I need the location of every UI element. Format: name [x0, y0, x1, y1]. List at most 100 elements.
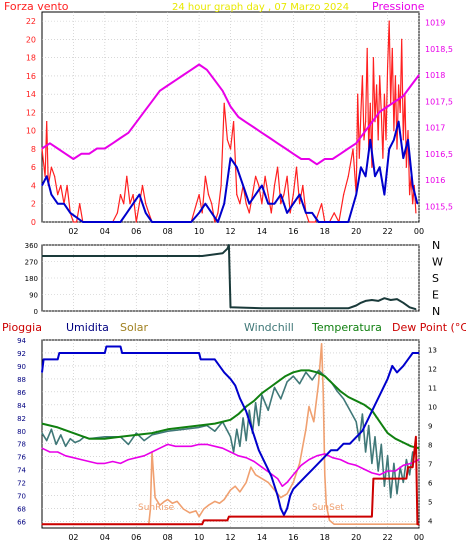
wind_gust-point: [379, 75, 381, 77]
dewpoint-point: [119, 462, 122, 464]
solar-point: [234, 485, 236, 487]
dewpoint-point: [135, 457, 137, 459]
wind_gust-point: [255, 175, 257, 177]
temperature-point: [57, 426, 59, 428]
dewpoint-point: [214, 445, 216, 447]
wind_avg-point: [402, 157, 404, 159]
solar-point: [171, 502, 173, 504]
humidity-point: [412, 352, 414, 354]
humidity-point: [387, 378, 389, 380]
windchill-point: [242, 417, 244, 419]
wind_gust-point: [289, 212, 291, 214]
wind_gust-point: [46, 121, 48, 123]
temperature-point: [284, 375, 287, 377]
pressure-point: [394, 100, 396, 102]
wind_gust-point: [54, 175, 56, 177]
solar-point: [223, 498, 225, 501]
humidity-point: [119, 345, 122, 348]
wind_gust-point: [398, 84, 400, 86]
pressure-point: [214, 79, 216, 81]
sunrise-label: SunRise: [138, 503, 175, 513]
temperature-point: [72, 432, 74, 434]
wind_avg-point: [311, 212, 313, 214]
windchill-point: [336, 390, 338, 392]
wind_gust-point: [214, 221, 216, 223]
wind_gust-point: [292, 194, 294, 196]
rain-point: [407, 466, 409, 468]
wind_gust-point: [299, 203, 301, 205]
x-tick-label: 00: [414, 533, 424, 542]
humidity-y-tick: 74: [17, 467, 26, 475]
wind_gust-point: [236, 194, 238, 196]
pressure-y-tick: 1015,5: [425, 202, 453, 211]
temperature-y-tick: 9: [428, 422, 432, 430]
humidity-point: [72, 352, 74, 354]
humidity-point: [270, 475, 272, 477]
temperature-point: [379, 421, 381, 423]
wind-y-tick: 6: [31, 163, 36, 172]
rain-point: [228, 516, 230, 518]
rain-path: [42, 435, 419, 526]
direction-series: [41, 244, 417, 311]
solar-point: [261, 478, 263, 480]
wind_dir-point: [308, 307, 310, 309]
pressure-point: [222, 90, 224, 92]
windchill-point: [409, 474, 411, 476]
humidity-y-tick: 92: [17, 350, 26, 358]
dewpoint-point: [222, 447, 224, 449]
wind_gust-point: [387, 66, 389, 68]
rain-point: [416, 523, 418, 525]
wind_gust-point: [277, 166, 279, 168]
windchill-point: [365, 451, 367, 453]
humidity-point: [74, 352, 76, 354]
wind_gust-point: [366, 47, 368, 50]
wind_gust-point: [207, 194, 210, 196]
solar-point: [255, 474, 257, 476]
temperature-point: [355, 400, 357, 402]
dewpoint-point: [402, 464, 404, 466]
windchill-point: [60, 434, 62, 436]
pressure-y-tick: 1019: [425, 19, 445, 28]
wind_gust-point: [220, 184, 222, 187]
humidity-point: [311, 469, 313, 471]
pressure-point: [324, 158, 326, 160]
rain-point: [413, 451, 415, 453]
humidity-point: [41, 371, 43, 373]
pressure-point: [72, 158, 74, 160]
pressure-point: [284, 147, 287, 150]
temperature-y-tick: 6: [428, 479, 433, 487]
wind_avg-point: [132, 203, 134, 205]
dewpoint-point: [104, 462, 106, 464]
solar-point: [229, 489, 232, 491]
pressure-point: [308, 158, 310, 160]
wind_avg-point: [299, 194, 301, 196]
legend-humidity: Umidita: [66, 321, 109, 334]
pressure-point: [237, 116, 239, 118]
solar-point: [245, 481, 247, 483]
wind_avg-point: [317, 221, 320, 223]
solar-point: [299, 462, 301, 464]
wind_avg-line: [41, 120, 419, 223]
humidity-point: [336, 449, 338, 451]
humidity-y-tick: 72: [17, 480, 26, 488]
wind-y-tick: 20: [26, 35, 36, 44]
solar-point: [313, 421, 315, 423]
dewpoint-point: [308, 459, 310, 461]
humidity-y-tick: 80: [17, 428, 26, 436]
humidity-y-ticks: 66 68 70 72 74 76 78 80 82 84 86 88 90 92 94: [17, 337, 26, 527]
rain-point: [418, 523, 420, 525]
windchill-point: [273, 386, 276, 389]
wind_gust-point: [415, 212, 417, 214]
windchill-point: [167, 430, 169, 432]
pressure-point: [151, 100, 153, 102]
pressure-point: [174, 79, 177, 81]
x-tick-label: 22: [382, 533, 392, 542]
solar-point: [280, 497, 282, 499]
humidity-path: [41, 345, 419, 516]
windchill-point: [255, 402, 257, 404]
wind_dir-point: [355, 304, 357, 307]
temperature-point: [135, 434, 137, 436]
dewpoint-point: [237, 455, 239, 457]
windchill-point: [69, 438, 71, 440]
